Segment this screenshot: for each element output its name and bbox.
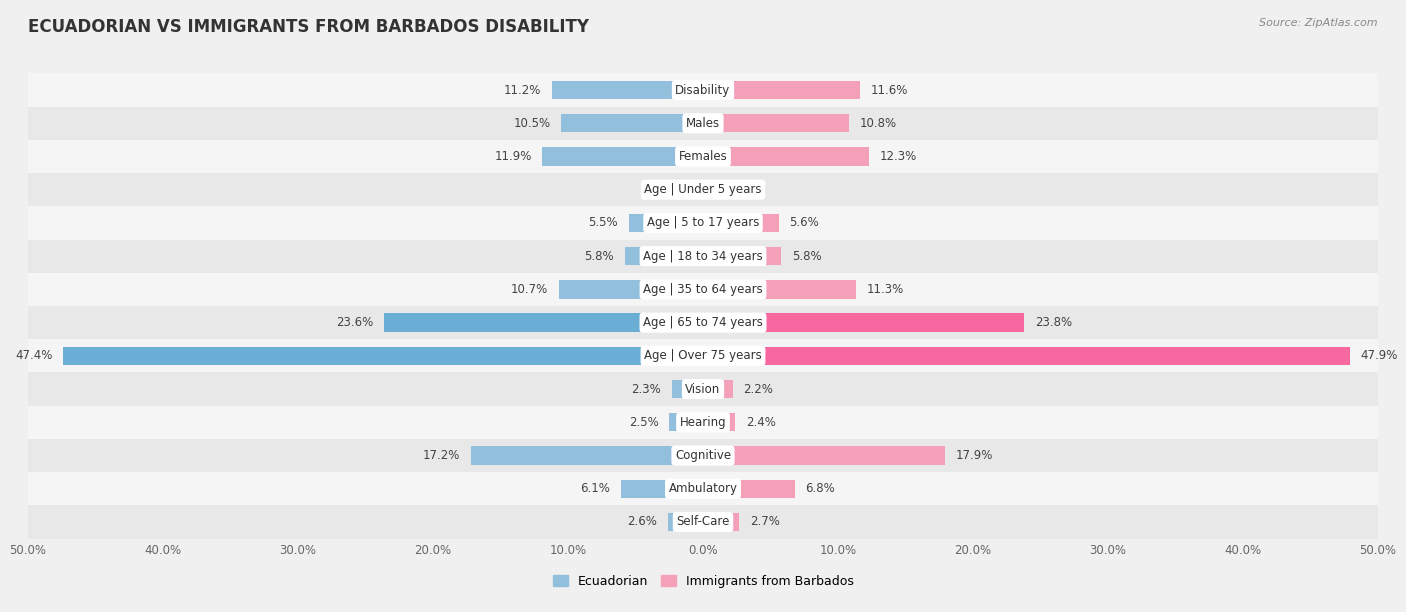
Text: 11.3%: 11.3% [866,283,904,296]
Bar [28,206,1378,239]
Bar [28,506,1378,539]
Bar [28,373,1378,406]
Text: ECUADORIAN VS IMMIGRANTS FROM BARBADOS DISABILITY: ECUADORIAN VS IMMIGRANTS FROM BARBADOS D… [28,18,589,36]
Text: Males: Males [686,117,720,130]
Text: 12.3%: 12.3% [880,150,917,163]
Bar [688,181,703,199]
Text: Cognitive: Cognitive [675,449,731,462]
Text: 5.6%: 5.6% [789,217,820,230]
Bar [703,380,733,398]
Bar [28,306,1378,339]
Text: 6.8%: 6.8% [806,482,835,495]
Bar [28,439,1378,472]
Bar [551,81,703,99]
Bar [28,239,1378,273]
Bar [561,114,703,132]
Bar [669,413,703,431]
Text: 10.8%: 10.8% [859,117,897,130]
Text: 2.3%: 2.3% [631,382,661,395]
Bar [620,480,703,498]
Text: 2.5%: 2.5% [628,416,658,429]
Bar [28,73,1378,106]
Bar [703,280,855,299]
Bar [471,446,703,465]
Text: 17.2%: 17.2% [423,449,460,462]
Bar [28,406,1378,439]
Bar [668,513,703,531]
Text: 2.2%: 2.2% [744,382,773,395]
Text: Source: ZipAtlas.com: Source: ZipAtlas.com [1260,18,1378,28]
Text: 2.6%: 2.6% [627,515,657,528]
Bar [703,480,794,498]
Text: Age | 35 to 64 years: Age | 35 to 64 years [643,283,763,296]
Text: 6.1%: 6.1% [581,482,610,495]
Text: 2.4%: 2.4% [747,416,776,429]
Text: 23.6%: 23.6% [336,316,374,329]
Bar [703,446,945,465]
Text: Age | 18 to 34 years: Age | 18 to 34 years [643,250,763,263]
Bar [543,147,703,166]
Text: 47.9%: 47.9% [1361,349,1398,362]
Text: Age | Under 5 years: Age | Under 5 years [644,183,762,196]
Bar [703,413,735,431]
Text: 5.5%: 5.5% [588,217,619,230]
Text: 11.9%: 11.9% [494,150,531,163]
Text: 0.97%: 0.97% [727,183,763,196]
Text: Age | 65 to 74 years: Age | 65 to 74 years [643,316,763,329]
Bar [703,513,740,531]
Text: 1.1%: 1.1% [648,183,678,196]
Text: Vision: Vision [685,382,721,395]
Bar [703,346,1350,365]
Text: 10.5%: 10.5% [513,117,551,130]
Bar [28,106,1378,140]
Bar [28,472,1378,506]
Bar [703,147,869,166]
Bar [558,280,703,299]
Text: 23.8%: 23.8% [1035,316,1073,329]
Text: 11.6%: 11.6% [870,84,908,97]
Legend: Ecuadorian, Immigrants from Barbados: Ecuadorian, Immigrants from Barbados [547,570,859,593]
Bar [624,247,703,266]
Text: Age | 5 to 17 years: Age | 5 to 17 years [647,217,759,230]
Text: 5.8%: 5.8% [585,250,614,263]
Text: Disability: Disability [675,84,731,97]
Bar [384,313,703,332]
Bar [28,140,1378,173]
Bar [28,339,1378,373]
Bar [63,346,703,365]
Text: 11.2%: 11.2% [503,84,541,97]
Bar [703,114,849,132]
Bar [703,81,859,99]
Bar [703,214,779,232]
Text: Self-Care: Self-Care [676,515,730,528]
Text: Hearing: Hearing [679,416,727,429]
Bar [703,313,1024,332]
Text: 5.8%: 5.8% [792,250,821,263]
Bar [28,173,1378,206]
Text: 47.4%: 47.4% [15,349,52,362]
Text: Females: Females [679,150,727,163]
Text: Age | Over 75 years: Age | Over 75 years [644,349,762,362]
Text: 2.7%: 2.7% [751,515,780,528]
Text: 10.7%: 10.7% [510,283,548,296]
Bar [703,247,782,266]
Bar [703,181,716,199]
Bar [672,380,703,398]
Text: 17.9%: 17.9% [956,449,993,462]
Bar [628,214,703,232]
Text: Ambulatory: Ambulatory [668,482,738,495]
Bar [28,273,1378,306]
